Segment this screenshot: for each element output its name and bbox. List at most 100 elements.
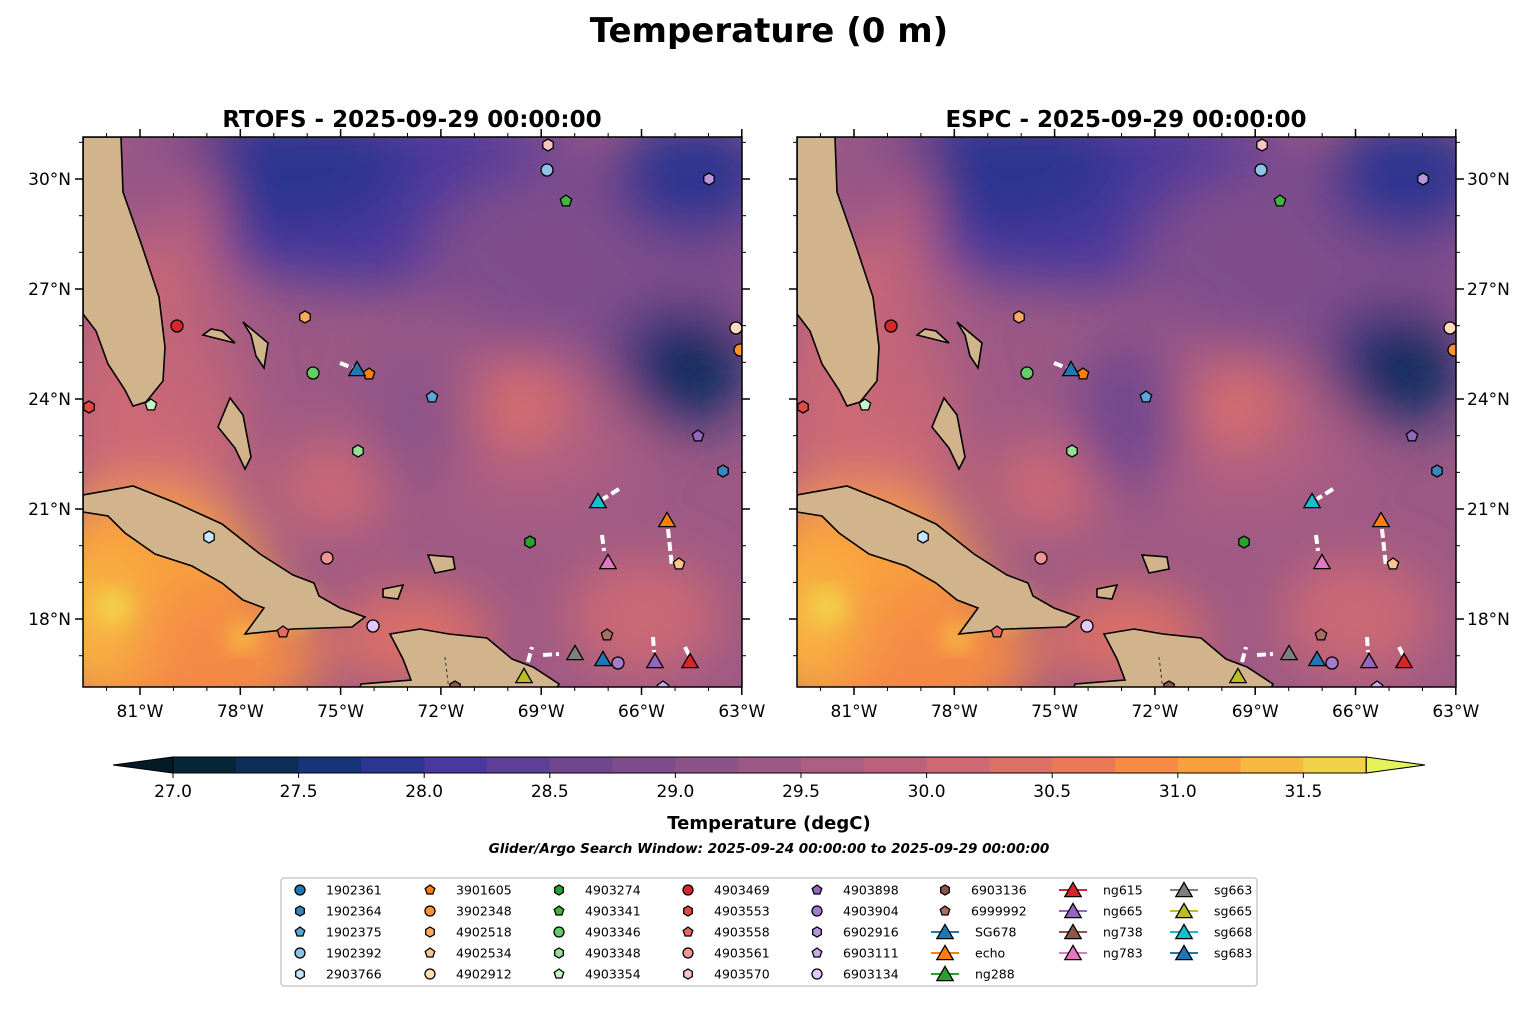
float-marker-4903469	[170, 319, 184, 333]
legend-entry-6903134: 6903134	[811, 967, 899, 982]
legend-marker-icon	[424, 884, 436, 895]
glider-track	[1380, 528, 1388, 568]
legend-entry-1902364: 1902364	[295, 904, 382, 919]
float-marker-4903570	[1256, 138, 1268, 152]
legend-entry-1902375: 1902375	[294, 925, 382, 940]
legend-entry-4903274: 4903274	[554, 883, 641, 898]
float-marker-6903136	[1163, 680, 1175, 687]
float-marker-2903766	[917, 530, 929, 544]
legend-label: 4902912	[456, 967, 512, 982]
colorbar-level	[1303, 757, 1367, 773]
legend-label: 6903136	[971, 883, 1027, 898]
legend-entry-6903111: 6903111	[811, 946, 899, 961]
float-marker-4902912	[729, 321, 742, 335]
land-andros	[931, 396, 966, 471]
legend-entry-6999992: 6999992	[939, 904, 1027, 919]
haiti-dr-border	[444, 656, 449, 687]
glider-track	[651, 636, 656, 653]
legend-label: 4903570	[714, 967, 770, 982]
float-marker-4902534	[672, 557, 686, 570]
legend-entry-3902348: 3902348	[424, 904, 512, 919]
float-marker-4903898	[1405, 429, 1419, 442]
legend-marker-icon	[683, 905, 693, 917]
colorbar-tick-label: 30.5	[1033, 782, 1071, 802]
legend-marker-icon	[1063, 902, 1083, 919]
x-tick-label: 78°W	[217, 702, 264, 722]
legend-marker-icon	[1174, 923, 1194, 940]
y-tick-label: 18°N	[28, 610, 71, 630]
glider-track	[1397, 646, 1405, 656]
legend-marker-icon	[425, 926, 435, 938]
x-tick-label: 63°W	[1432, 702, 1479, 722]
legend-entry-4903904: 4903904	[811, 904, 899, 919]
float-marker-ng615	[680, 652, 700, 669]
float-marker-4903553	[83, 400, 95, 414]
float-marker-6902916	[1417, 172, 1429, 186]
glider-track	[542, 652, 560, 657]
legend-entry-4903553: 4903553	[683, 904, 770, 919]
float-marker-4903561	[1034, 551, 1048, 565]
legend-marker-icon	[811, 947, 823, 958]
legend-entry-echo: echo	[931, 944, 1005, 961]
legend-label: 2903766	[326, 967, 382, 982]
float-marker-6999992	[1314, 628, 1328, 641]
legend-label: 4903354	[585, 967, 641, 982]
colorbar-tick-label: 29.5	[782, 782, 820, 802]
legend-label: 1902364	[326, 904, 382, 919]
legend-entry-1902392: 1902392	[294, 946, 382, 961]
legend-marker-icon	[682, 884, 694, 896]
float-marker-ng783	[598, 553, 618, 570]
rtofs-map-panel: RTOFS - 2025-09-29 00:00:00 81°W 78°W 75°W 7…	[28, 107, 765, 722]
legend-marker-icon	[294, 884, 306, 896]
legend-label: 6902916	[843, 925, 899, 940]
legend-marker-icon	[1174, 881, 1194, 898]
land-hispaniola	[359, 628, 561, 687]
x-tick-label: 81°W	[117, 702, 164, 722]
x-tick-label: 69°W	[518, 702, 565, 722]
legend-entry-1902361: 1902361	[294, 883, 382, 898]
float-marker-1902364	[1431, 464, 1443, 478]
legend-label: 4903898	[843, 883, 899, 898]
legend-marker-icon	[935, 965, 955, 982]
float-marker-ng783	[1312, 553, 1332, 570]
colorbar-tick-label: 28.0	[405, 782, 443, 802]
legend-label: 4903348	[585, 946, 641, 961]
legend-entry-sg668: sg668	[1170, 923, 1252, 940]
legend-label: 4903346	[585, 925, 641, 940]
float-marker-sg665	[514, 667, 534, 684]
land-inagua	[1096, 583, 1119, 600]
x-tick-label: 72°W	[417, 702, 464, 722]
float-marker-echo	[657, 511, 677, 528]
legend-entry-sg663: sg663	[1170, 881, 1252, 898]
legend-label: 4903553	[714, 904, 770, 919]
legend-entry-4903341: 4903341	[553, 904, 641, 919]
float-marker-6903111	[656, 680, 670, 687]
colorbar-level	[424, 757, 488, 773]
colorbar-level	[1115, 757, 1179, 773]
land-inagua	[382, 583, 405, 600]
legend-label: sg683	[1214, 946, 1252, 961]
panel-title: ESPC - 2025-09-29 00:00:00	[945, 107, 1306, 133]
legend-entry-ng783: ng783	[1059, 944, 1143, 961]
float-marker-ng665	[1359, 652, 1379, 669]
float-marker-4903553	[797, 400, 809, 414]
legend-entry-4903469: 4903469	[682, 883, 770, 898]
colorbar-level	[801, 757, 865, 773]
haiti-dr-border	[1158, 656, 1163, 687]
legend-label: 4903469	[714, 883, 770, 898]
legend-marker-icon	[811, 968, 823, 980]
legend-entry-6903136: 6903136	[940, 883, 1027, 898]
x-tick-label: 75°W	[317, 702, 364, 722]
legend-marker-icon	[682, 947, 694, 959]
x-tick-label: 63°W	[718, 702, 765, 722]
float-marker-sg683	[1307, 650, 1327, 667]
colorbar-level	[863, 757, 928, 773]
legend-marker-icon	[295, 905, 305, 917]
legend-marker-icon	[1174, 902, 1194, 919]
glider-track	[1240, 646, 1248, 663]
legend-marker-icon	[682, 926, 694, 937]
glider-track	[666, 528, 674, 568]
float-marker-6902916	[703, 172, 715, 186]
y-tick-label: 24°N	[28, 390, 71, 410]
